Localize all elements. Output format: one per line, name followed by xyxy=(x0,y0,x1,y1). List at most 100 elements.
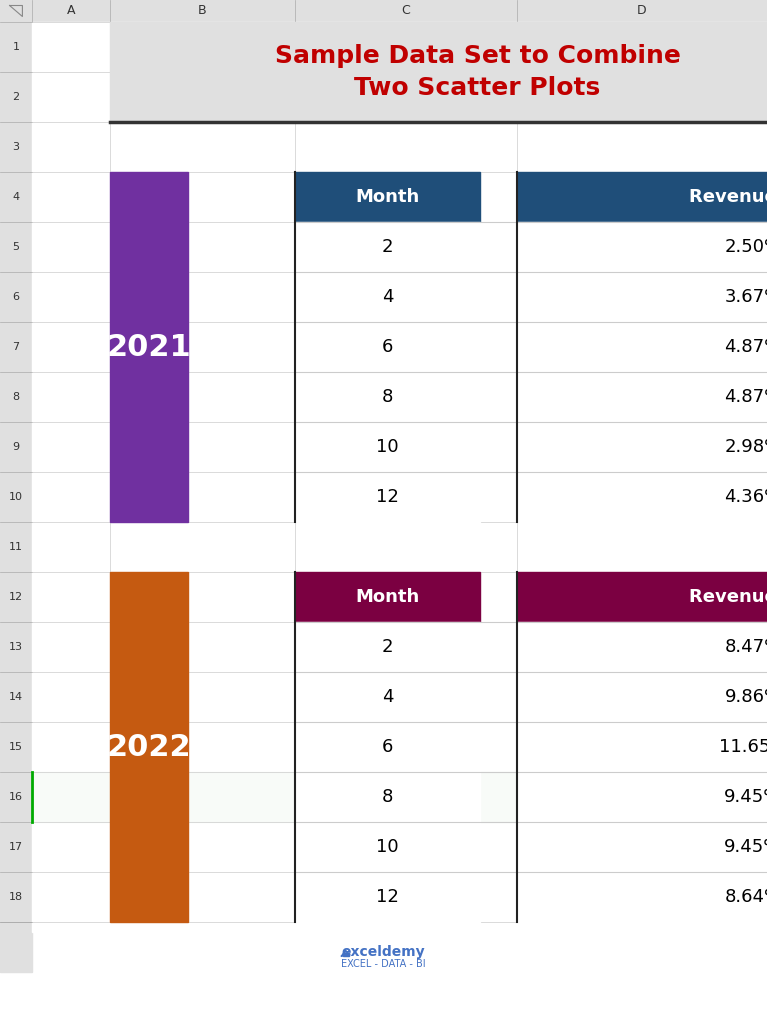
Text: 2.98%: 2.98% xyxy=(724,438,767,456)
Text: 6: 6 xyxy=(382,338,393,356)
Bar xyxy=(517,272,767,321)
Text: Sample Data Set to Combine
Two Scatter Plots: Sample Data Set to Combine Two Scatter P… xyxy=(275,44,680,100)
Text: 6: 6 xyxy=(12,292,19,302)
Bar xyxy=(295,772,480,822)
Bar xyxy=(0,672,32,722)
Bar xyxy=(0,22,32,72)
Text: EXCEL - DATA - BI: EXCEL - DATA - BI xyxy=(341,959,426,969)
Text: Revenue (%): Revenue (%) xyxy=(689,588,767,606)
Bar xyxy=(110,0,295,22)
Text: 4.87%: 4.87% xyxy=(724,388,767,406)
Text: 18: 18 xyxy=(9,892,23,902)
Bar xyxy=(0,0,32,22)
Bar xyxy=(0,172,32,222)
Bar xyxy=(517,172,767,222)
Text: 12: 12 xyxy=(376,888,399,906)
Bar xyxy=(295,172,480,222)
Bar xyxy=(110,172,767,522)
Bar xyxy=(295,622,480,672)
Text: 4: 4 xyxy=(12,192,20,202)
Bar xyxy=(517,572,767,622)
Text: B: B xyxy=(198,4,207,17)
Bar xyxy=(517,822,767,872)
Bar xyxy=(517,321,767,372)
Text: 2021: 2021 xyxy=(107,333,192,362)
Text: Month: Month xyxy=(355,188,420,206)
Text: 16: 16 xyxy=(9,792,23,802)
Bar xyxy=(0,321,32,372)
Bar xyxy=(517,422,767,472)
Text: 13: 13 xyxy=(9,642,23,652)
Bar xyxy=(517,0,767,22)
Bar xyxy=(295,722,480,772)
Text: 2: 2 xyxy=(382,238,393,256)
Bar xyxy=(295,872,480,922)
Bar xyxy=(32,772,767,822)
Bar xyxy=(0,72,32,122)
Text: 8.47%: 8.47% xyxy=(724,638,767,656)
Bar xyxy=(110,572,188,922)
Bar xyxy=(110,22,767,122)
Text: 4: 4 xyxy=(382,288,393,306)
Bar xyxy=(295,222,480,272)
Bar xyxy=(295,272,480,321)
Text: 1: 1 xyxy=(12,42,19,52)
Text: Month: Month xyxy=(355,588,420,606)
Text: 9: 9 xyxy=(12,442,20,452)
Text: D: D xyxy=(637,4,647,17)
Text: 3: 3 xyxy=(12,142,19,152)
Text: 4: 4 xyxy=(382,688,393,706)
Bar xyxy=(517,772,767,822)
Text: 5: 5 xyxy=(12,242,19,252)
Text: Revenue (%): Revenue (%) xyxy=(689,188,767,206)
Text: 9.45%: 9.45% xyxy=(724,838,767,856)
Bar xyxy=(343,953,348,956)
Text: 15: 15 xyxy=(9,742,23,752)
Bar xyxy=(0,372,32,422)
Text: 10: 10 xyxy=(9,492,23,502)
Bar xyxy=(517,672,767,722)
Text: 2022: 2022 xyxy=(107,733,191,761)
Bar xyxy=(0,922,32,972)
Bar xyxy=(0,622,32,672)
Bar xyxy=(517,872,767,922)
Text: 14: 14 xyxy=(9,692,23,702)
Text: 7: 7 xyxy=(12,342,20,352)
Text: 12: 12 xyxy=(9,592,23,602)
Bar xyxy=(295,321,480,372)
Bar xyxy=(517,722,767,772)
Bar xyxy=(295,572,480,622)
Text: A: A xyxy=(67,4,75,17)
Text: 6: 6 xyxy=(382,738,393,756)
Text: exceldemy: exceldemy xyxy=(341,945,426,959)
Text: 2: 2 xyxy=(382,638,393,656)
Bar xyxy=(0,822,32,872)
Text: 12: 12 xyxy=(376,488,399,506)
Bar xyxy=(0,472,32,522)
Bar xyxy=(517,622,767,672)
Text: 17: 17 xyxy=(9,842,23,852)
Text: 8.64%: 8.64% xyxy=(725,888,767,906)
Bar xyxy=(295,372,480,422)
Bar xyxy=(517,222,767,272)
Bar xyxy=(0,722,32,772)
Text: 11.65%: 11.65% xyxy=(719,738,767,756)
Bar xyxy=(517,472,767,522)
Text: 8: 8 xyxy=(382,788,393,806)
Text: 2.50%: 2.50% xyxy=(725,238,767,256)
Text: 4.87%: 4.87% xyxy=(724,338,767,356)
Bar xyxy=(110,572,767,922)
Bar xyxy=(295,422,480,472)
Bar xyxy=(110,172,188,522)
Text: 8: 8 xyxy=(12,392,20,402)
Text: 9.86%: 9.86% xyxy=(725,688,767,706)
Bar xyxy=(295,822,480,872)
Bar xyxy=(32,0,110,22)
Bar xyxy=(0,222,32,272)
Text: 10: 10 xyxy=(376,838,399,856)
Text: 11: 11 xyxy=(9,542,23,552)
Bar xyxy=(0,422,32,472)
Text: 10: 10 xyxy=(376,438,399,456)
Text: 8: 8 xyxy=(382,388,393,406)
Text: 4.36%: 4.36% xyxy=(724,488,767,506)
